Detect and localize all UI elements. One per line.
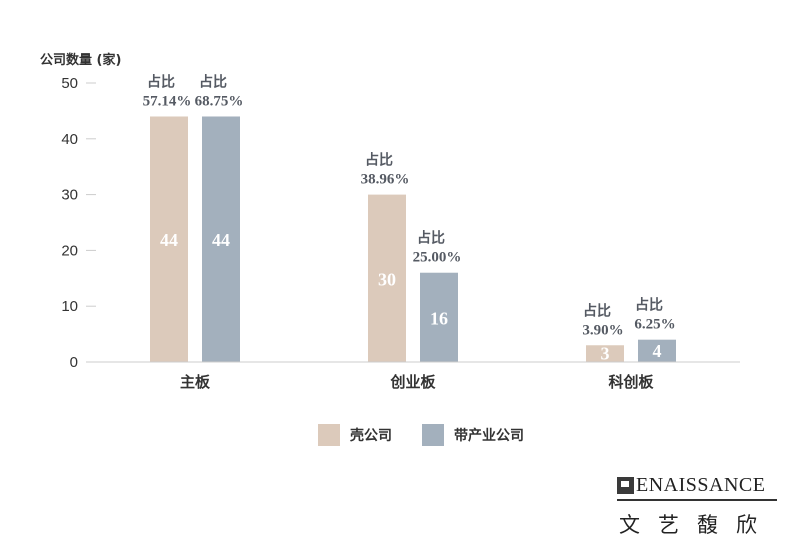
share-prefix-label: 占比	[365, 152, 393, 169]
x-category-label: 创业板	[389, 373, 436, 391]
brand-logo: ENAISSANCE 文艺馥欣	[617, 474, 777, 539]
bar	[638, 339, 676, 362]
x-axis-categories: 主板 创业板 科创板	[180, 373, 655, 391]
legend-label-shell: 壳公司	[350, 428, 392, 444]
bar	[368, 194, 406, 362]
share-prefix-label: 占比	[417, 230, 445, 247]
share-percent-label: 25.00%	[413, 250, 462, 266]
bar-value-label: 30	[378, 269, 396, 289]
share-percent-label: 57.14%	[143, 93, 192, 109]
bar-value-label: 4	[653, 341, 662, 361]
y-tick-label: 0	[70, 354, 78, 371]
bar	[586, 345, 624, 362]
bar-value-label: 16	[430, 308, 448, 328]
legend-swatch-industry	[422, 424, 444, 446]
y-tick-label: 30	[61, 187, 78, 204]
share-prefix-label: 占比	[147, 73, 175, 90]
brand-name-en: ENAISSANCE	[636, 474, 766, 496]
y-axis-ticks: 0 10 20 30 40 50	[61, 75, 96, 371]
y-tick-label: 50	[61, 75, 78, 92]
x-category-label: 主板	[180, 373, 211, 391]
bar-chart: 公司数量 (家) 0 10 20 30 40 50 44 占比 57.14% 44 占比 68.75…	[40, 52, 740, 391]
bar-value-label: 3	[601, 344, 610, 364]
bar	[202, 116, 240, 362]
brand-mark-icon	[617, 477, 634, 494]
share-percent-label: 38.96%	[361, 172, 410, 188]
bar-value-label: 44	[212, 230, 230, 250]
share-prefix-label: 占比	[583, 302, 611, 319]
share-percent-label: 6.25%	[634, 317, 675, 333]
share-percent-label: 68.75%	[195, 93, 244, 109]
bar-series: 44 占比 57.14% 44 占比 68.75% 30 占比 38.96% 16 占比 25.00%…	[143, 73, 676, 364]
share-prefix-label: 占比	[635, 297, 663, 314]
legend-item-shell: 壳公司	[318, 424, 392, 446]
y-tick-label: 40	[61, 131, 78, 148]
legend-swatch-shell	[318, 424, 340, 446]
y-tick-label: 10	[61, 298, 78, 315]
share-percent-label: 3.90%	[582, 322, 623, 338]
brand-wordmark: ENAISSANCE	[617, 474, 777, 501]
legend: 壳公司 带产业公司	[318, 424, 524, 446]
legend-label-industry: 带产业公司	[454, 428, 524, 444]
share-prefix-label: 占比	[199, 73, 227, 90]
bar	[150, 116, 188, 362]
bar	[420, 272, 458, 362]
brand-name-cn: 文艺馥欣	[619, 513, 775, 537]
legend-item-industry: 带产业公司	[422, 424, 524, 446]
x-category-label: 科创板	[608, 373, 654, 391]
y-axis-label: 公司数量 (家)	[40, 52, 121, 68]
bar-value-label: 44	[160, 230, 178, 250]
y-tick-label: 20	[61, 242, 78, 259]
